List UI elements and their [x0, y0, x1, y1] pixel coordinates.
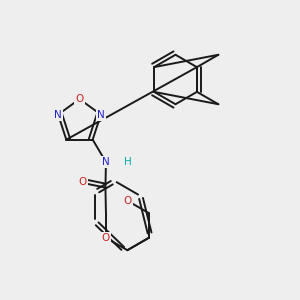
Text: H: H: [124, 157, 131, 167]
Text: O: O: [79, 178, 87, 188]
Text: O: O: [123, 196, 131, 206]
Text: N: N: [54, 110, 62, 120]
Text: N: N: [102, 157, 110, 167]
Text: O: O: [75, 94, 84, 104]
Text: N: N: [97, 110, 105, 120]
Text: O: O: [102, 233, 110, 243]
